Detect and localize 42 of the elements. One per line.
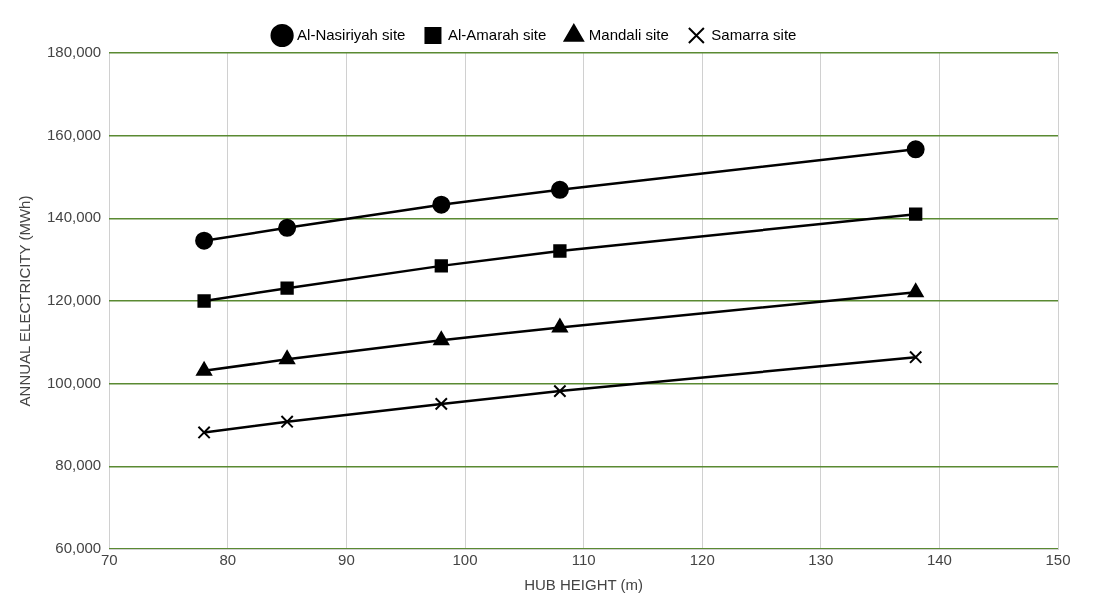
point — [550, 180, 569, 199]
x-tick-label: 130 — [808, 551, 834, 569]
y-tick-label: 80,000 — [55, 456, 102, 474]
legend-label: Al-Nasiriyah site — [297, 25, 406, 43]
y-tick-label: 160,000 — [46, 125, 102, 143]
x-tick-label: 150 — [1045, 551, 1071, 569]
point — [909, 350, 923, 364]
x-tick-label: 100 — [452, 551, 478, 569]
x-tick-label: 90 — [338, 551, 355, 569]
x-tick-label: 140 — [926, 551, 952, 569]
point — [197, 294, 211, 308]
legend-label: Samarra site — [711, 25, 797, 43]
point — [434, 259, 448, 273]
point — [278, 218, 297, 237]
point — [433, 331, 450, 346]
legend-label: Mandali site — [588, 25, 669, 43]
y-axis-title: ANNUAL ELECTRICITY (MWh) — [16, 195, 34, 407]
point — [909, 207, 923, 221]
y-tick-label: 180,000 — [46, 43, 102, 61]
x-tick-label: 120 — [689, 551, 715, 569]
point — [434, 397, 448, 411]
y-tick-label: 120,000 — [46, 291, 102, 309]
point — [432, 195, 451, 214]
point — [280, 415, 294, 429]
point — [551, 318, 568, 333]
x-tick-label: 70 — [100, 551, 118, 569]
y-tick-label: 60,000 — [55, 539, 102, 557]
x-axis-title: HUB HEIGHT (m) — [524, 576, 644, 594]
point — [197, 425, 211, 440]
x-tick-label: 110 — [571, 551, 596, 569]
point — [553, 384, 567, 398]
point — [906, 140, 925, 159]
x-tick-label: 80 — [219, 551, 237, 569]
point — [279, 350, 296, 365]
legend-label: Al-Amarah site — [447, 25, 547, 43]
y-tick-label: 100,000 — [46, 373, 102, 391]
point — [907, 283, 924, 298]
y-tick-label: 140,000 — [46, 208, 102, 226]
point — [553, 244, 567, 258]
point — [196, 361, 213, 376]
point — [280, 281, 294, 295]
point — [195, 231, 214, 250]
